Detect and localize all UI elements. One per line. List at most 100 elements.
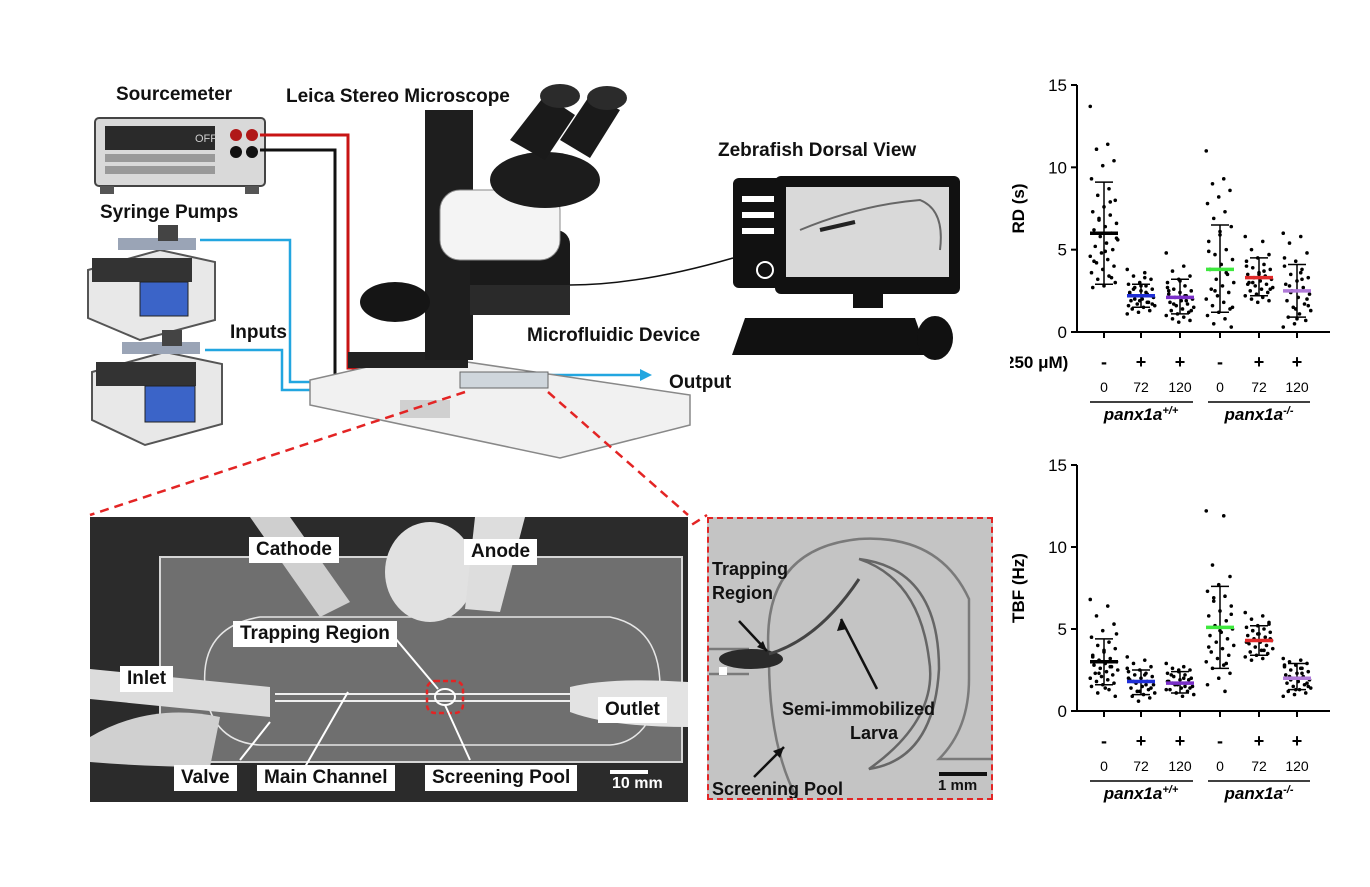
data-point: [1115, 668, 1120, 672]
data-point: [1262, 648, 1266, 653]
data-point: [1221, 300, 1226, 305]
data-point: [1112, 264, 1116, 268]
time-label: 120: [1168, 379, 1192, 395]
data-point: [1248, 650, 1253, 654]
setup-panel: OFF: [0, 0, 1000, 470]
data-point: [1145, 300, 1150, 305]
data-point: [1191, 305, 1196, 310]
data-point: [1245, 633, 1250, 638]
data-point: [1105, 604, 1110, 608]
data-point: [1188, 274, 1192, 278]
data-point: [1114, 632, 1119, 636]
data-point: [1113, 198, 1118, 203]
data-point: [1300, 671, 1304, 676]
data-point: [1176, 320, 1181, 324]
data-point: [1210, 563, 1215, 567]
data-point: [1229, 224, 1234, 229]
data-point: [1180, 307, 1185, 311]
data-point: [1125, 655, 1130, 659]
treatment-sign: -: [1217, 352, 1223, 372]
data-point: [1210, 303, 1215, 308]
data-point: [1170, 269, 1175, 273]
y-axis-label: RD (s): [1010, 183, 1028, 233]
anode-label: Anode: [464, 539, 538, 565]
data-point: [1125, 267, 1130, 272]
data-point: [1165, 285, 1170, 290]
data-point: [1293, 259, 1298, 263]
data-point: [1088, 104, 1093, 109]
data-point: [1285, 298, 1289, 303]
group-superscript: -/-: [1283, 784, 1294, 796]
data-point: [1150, 302, 1155, 306]
data-point: [1288, 272, 1293, 277]
data-point: [1213, 289, 1217, 293]
microscope-eyepieces-icon: [510, 84, 627, 160]
data-point: [1260, 656, 1265, 661]
computer-icon: [732, 176, 960, 360]
data-point: [1281, 231, 1286, 235]
y-tick-label: 10: [1048, 158, 1067, 177]
data-point: [1171, 287, 1176, 291]
zoom-trapping-line2: Region: [712, 583, 773, 603]
data-point: [1298, 234, 1303, 239]
data-point: [1185, 302, 1190, 306]
inputs-label: Inputs: [230, 322, 287, 343]
data-point: [1211, 216, 1216, 221]
data-point: [1281, 656, 1286, 661]
data-point: [1283, 282, 1288, 287]
data-point: [1093, 244, 1098, 249]
rd-chart: 0 5 10 15 RD (s) 250 μM) - + + - + +0 72 120 0 72 120 pan…: [1010, 76, 1330, 424]
data-point: [1262, 627, 1266, 631]
data-point: [1292, 321, 1297, 326]
data-point: [1095, 193, 1100, 198]
data-point: [1216, 195, 1221, 199]
time-label: 72: [1133, 758, 1149, 774]
data-point: [1305, 681, 1309, 685]
data-point: [1230, 305, 1235, 310]
data-point: [1305, 297, 1309, 301]
meter-display-text: OFF: [195, 133, 217, 145]
data-point: [1108, 656, 1113, 661]
data-point: [1206, 239, 1211, 244]
y-tick-label: 15: [1048, 76, 1067, 95]
data-point: [1245, 282, 1250, 287]
data-point: [1093, 671, 1098, 676]
group-label: panx1a-/-: [1224, 784, 1294, 803]
main-channel-label: Main Channel: [257, 765, 395, 791]
data-point: [1288, 668, 1293, 672]
data-point: [1264, 643, 1269, 648]
data-point: [1113, 694, 1118, 699]
data-point: [1092, 228, 1096, 232]
data-point: [1302, 302, 1307, 306]
data-point: [1147, 308, 1152, 313]
data-point: [1249, 297, 1254, 301]
treatment-sign: -: [1101, 352, 1107, 372]
data-point: [1108, 664, 1113, 669]
data-point: [1250, 280, 1255, 285]
data-point: [1243, 234, 1248, 239]
data-point: [1097, 671, 1101, 676]
treatment-sign: -: [1101, 731, 1107, 751]
data-point: [1150, 287, 1155, 291]
data-point: [1164, 251, 1169, 255]
data-point: [1249, 247, 1254, 252]
data-point: [1268, 287, 1273, 291]
data-point: [1151, 682, 1156, 687]
data-point: [1181, 264, 1186, 268]
data-point: [1168, 300, 1172, 305]
data-point: [1089, 177, 1094, 181]
data-point: [1180, 694, 1185, 699]
data-point: [1292, 692, 1297, 697]
treatment-sign: +: [1136, 352, 1147, 372]
setup-illustration: OFF: [87, 84, 960, 459]
data-point: [1112, 158, 1116, 163]
data-point: [1105, 678, 1110, 682]
data-point: [1110, 247, 1115, 252]
trapping-region-label: Trapping Region: [233, 621, 397, 647]
dorsal-view-label: Zebrafish Dorsal View: [718, 140, 917, 161]
data-point: [1209, 287, 1214, 291]
data-point: [1281, 694, 1286, 699]
data-point: [1164, 687, 1169, 692]
data-point: [1206, 249, 1211, 254]
data-point: [1142, 673, 1147, 677]
